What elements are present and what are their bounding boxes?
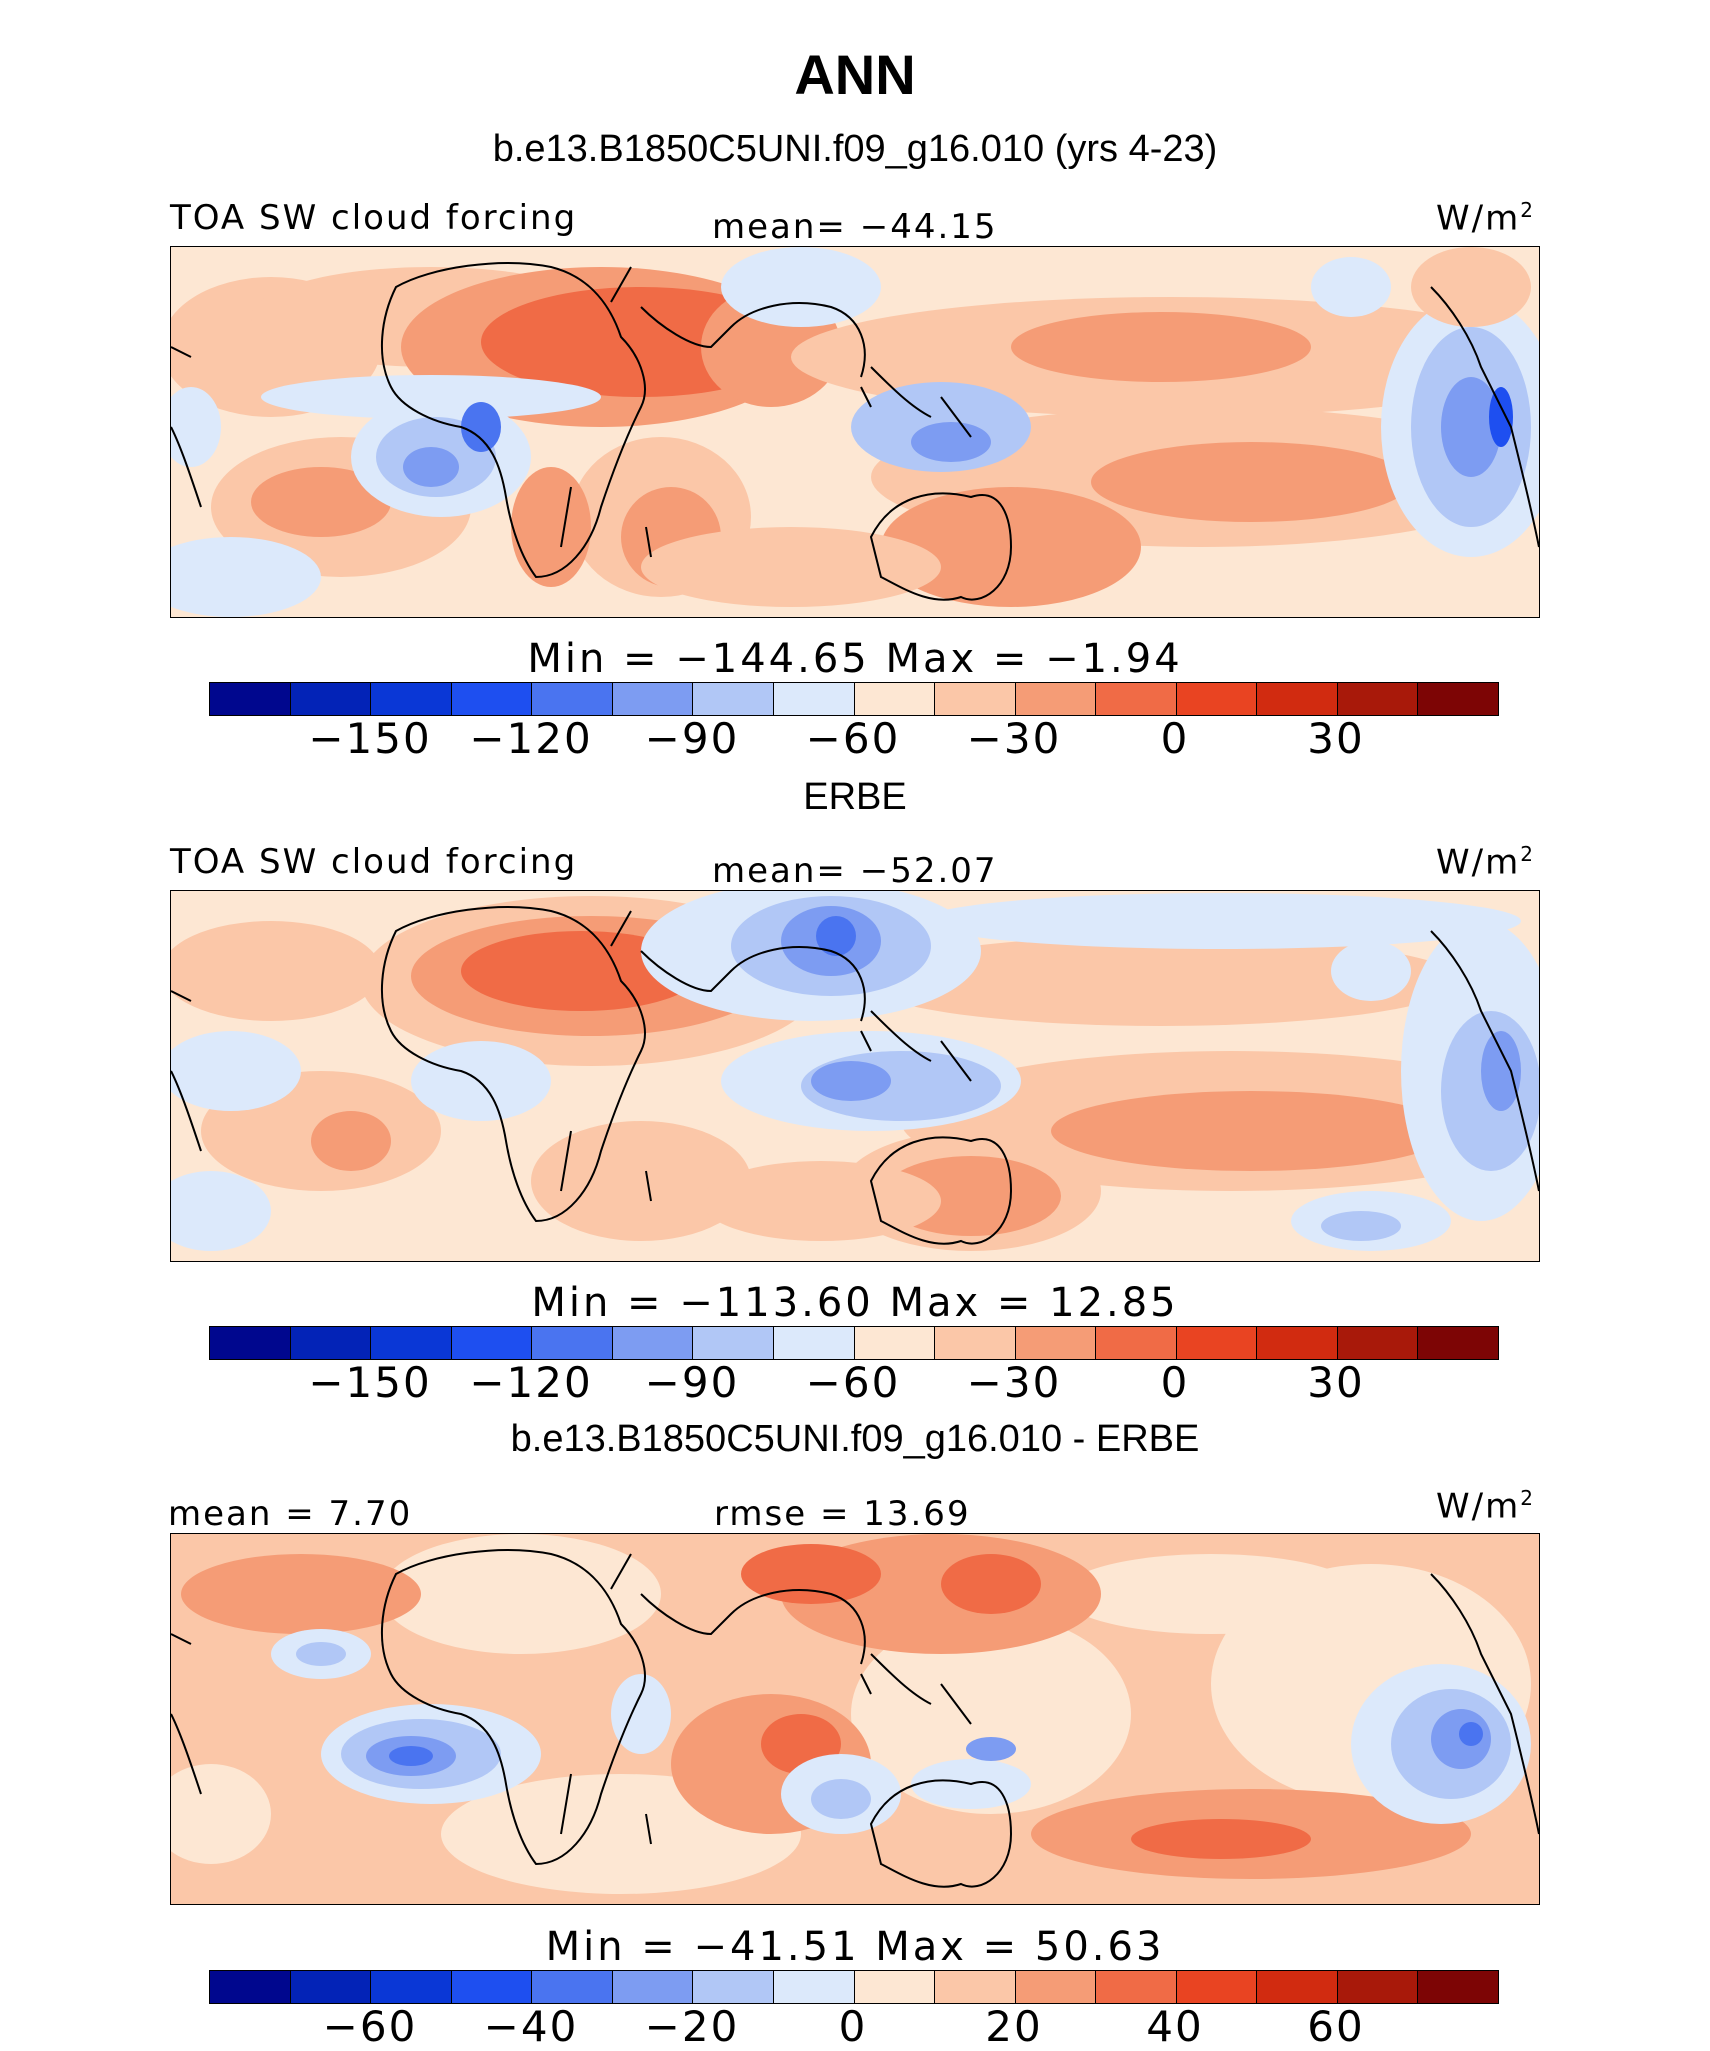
panel-3-minmax: Min = −41.51 Max = 50.63 <box>545 1924 1165 1970</box>
colorbar-swatch <box>1418 683 1498 715</box>
panel-3-heading: b.e13.B1850C5UNI.f09_g16.010 - ERBE <box>510 1418 1200 1460</box>
colorbar-swatch <box>532 1327 613 1359</box>
colorbar-swatch <box>935 683 1016 715</box>
colorbar-swatch <box>210 1971 291 2003</box>
colorbar-swatch <box>1096 683 1177 715</box>
colorbar-swatch <box>773 683 855 715</box>
colorbar-swatch <box>371 1327 452 1359</box>
colorbar-tick-label: −60 <box>322 2002 418 2051</box>
panel-2-colorbar <box>209 1326 1499 1360</box>
colorbar-swatch <box>290 1327 372 1359</box>
panel-3-rmse-label: rmse = 13.69 <box>714 1494 971 1534</box>
colorbar-tick-label: 60 <box>1307 2002 1365 2051</box>
colorbar-swatch <box>1176 1971 1258 2003</box>
colorbar-tick-label: −60 <box>805 714 901 763</box>
panel-1-tick-labels: −150 −120 −90 −60 −30 0 30 <box>209 714 1497 763</box>
colorbar-swatch <box>1096 1327 1177 1359</box>
colorbar-swatch <box>532 683 613 715</box>
colorbar-swatch <box>854 683 936 715</box>
colorbar-swatch <box>773 1971 855 2003</box>
colorbar-tick-label: 0 <box>838 2002 868 2051</box>
colorbar-tick-label: −150 <box>308 714 432 763</box>
colorbar-swatch <box>1176 683 1258 715</box>
colorbar-tick-label: 0 <box>1160 714 1190 763</box>
colorbar-swatch <box>854 1971 936 2003</box>
colorbar-swatch <box>371 1971 452 2003</box>
colorbar-swatch <box>1337 1971 1419 2003</box>
colorbar-swatch <box>1337 683 1419 715</box>
colorbar-tick-label: −120 <box>469 1358 593 1407</box>
panel-2-map <box>170 890 1540 1262</box>
colorbar-tick-label: −90 <box>644 1358 740 1407</box>
colorbar-tick-label: −30 <box>966 1358 1062 1407</box>
panel-3-colorbar <box>209 1970 1499 2004</box>
panel-1-mean-label: mean= −44.15 <box>712 207 998 247</box>
colorbar-tick-label: 20 <box>985 2002 1043 2051</box>
colorbar-swatch <box>1257 1971 1338 2003</box>
colorbar-swatch <box>1257 683 1338 715</box>
colorbar-swatch <box>1176 1327 1258 1359</box>
panel-2-variable-label: TOA SW cloud forcing <box>170 842 578 882</box>
colorbar-swatch <box>773 1327 855 1359</box>
panel-3-tick-labels: −60 −40 −20 0 20 40 60 <box>209 2002 1497 2051</box>
colorbar-tick-label: −60 <box>805 1358 901 1407</box>
colorbar-swatch <box>532 1971 613 2003</box>
panel-3-map <box>170 1533 1540 1905</box>
colorbar-swatch <box>290 683 372 715</box>
colorbar-swatch <box>693 683 774 715</box>
colorbar-swatch <box>1096 1971 1177 2003</box>
colorbar-swatch <box>1015 1971 1097 2003</box>
colorbar-swatch <box>451 683 533 715</box>
panel-2-minmax: Min = −113.60 Max = 12.85 <box>531 1280 1179 1326</box>
panel-3-mean-label: mean = 7.70 <box>168 1494 413 1534</box>
colorbar-swatch <box>693 1327 774 1359</box>
main-title: ANN <box>794 43 916 106</box>
colorbar-tick-label: −90 <box>644 714 740 763</box>
panel-2-heading: ERBE <box>803 776 907 818</box>
colorbar-swatch <box>612 683 694 715</box>
colorbar-tick-label: −40 <box>483 2002 579 2051</box>
colorbar-tick-label: 40 <box>1146 2002 1204 2051</box>
colorbar-swatch <box>210 683 291 715</box>
colorbar-tick-label: −20 <box>644 2002 740 2051</box>
colorbar-swatch <box>612 1971 694 2003</box>
colorbar-tick-label: −150 <box>308 1358 432 1407</box>
colorbar-swatch <box>935 1327 1016 1359</box>
colorbar-swatch <box>1418 1971 1498 2003</box>
panel-1-colorbar <box>209 682 1499 716</box>
panel-1-minmax: Min = −144.65 Max = −1.94 <box>527 636 1183 682</box>
panel-3-units: W/m2 <box>1436 1486 1535 1527</box>
colorbar-swatch <box>935 1971 1016 2003</box>
colorbar-swatch <box>854 1327 936 1359</box>
colorbar-swatch <box>371 683 452 715</box>
colorbar-swatch <box>612 1327 694 1359</box>
colorbar-tick-label: 30 <box>1307 714 1365 763</box>
colorbar-swatch <box>210 1327 291 1359</box>
panel-1-units: W/m2 <box>1436 198 1535 239</box>
colorbar-swatch <box>451 1971 533 2003</box>
colorbar-swatch <box>1015 683 1097 715</box>
colorbar-tick-label: 30 <box>1307 1358 1365 1407</box>
colorbar-swatch <box>451 1327 533 1359</box>
colorbar-swatch <box>1015 1327 1097 1359</box>
panel-1-heading: b.e13.B1850C5UNI.f09_g16.010 (yrs 4-23) <box>492 128 1218 170</box>
panel-1-variable-label: TOA SW cloud forcing <box>170 198 578 238</box>
panel-2-units: W/m2 <box>1436 842 1535 883</box>
colorbar-tick-label: −120 <box>469 714 593 763</box>
colorbar-swatch <box>693 1971 774 2003</box>
panel-2-tick-labels: −150 −120 −90 −60 −30 0 30 <box>209 1358 1497 1407</box>
colorbar-swatch <box>1337 1327 1419 1359</box>
colorbar-swatch <box>290 1971 372 2003</box>
panel-2-mean-label: mean= −52.07 <box>712 851 998 891</box>
colorbar-swatch <box>1418 1327 1498 1359</box>
panel-1-map <box>170 246 1540 618</box>
colorbar-tick-label: 0 <box>1160 1358 1190 1407</box>
colorbar-swatch <box>1257 1327 1338 1359</box>
colorbar-tick-label: −30 <box>966 714 1062 763</box>
